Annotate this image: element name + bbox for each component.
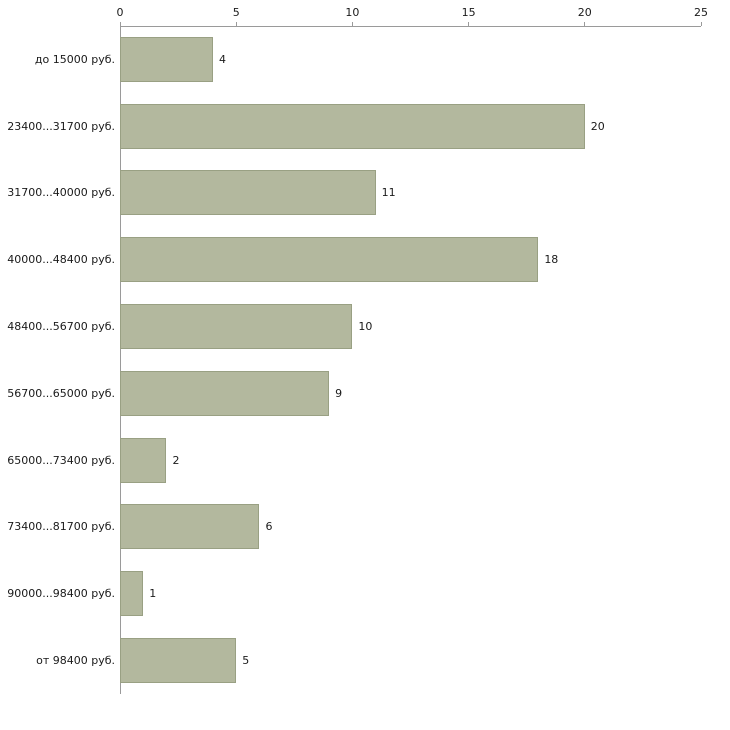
bar-row: 90000...98400 руб. 1	[0, 560, 701, 627]
x-tick-label: 5	[232, 6, 240, 19]
bar	[120, 36, 213, 82]
bar-track: 9	[120, 360, 701, 427]
x-tick-mark	[235, 22, 237, 26]
bar	[120, 170, 376, 216]
bar-row: от 98400 руб. 5	[0, 627, 701, 694]
bar	[120, 437, 167, 483]
bar-row: 48400...56700 руб. 10	[0, 293, 701, 360]
value-label: 9	[335, 386, 343, 400]
value-label: 11	[381, 186, 396, 200]
category-label: 31700...40000 руб.	[7, 186, 115, 200]
category-label: 40000...48400 руб.	[7, 253, 115, 267]
x-axis: 0 5 10 15 20 25	[116, 0, 708, 26]
bar-rows: до 15000 руб. 4 23400...31700 руб. 20 31700.…	[0, 26, 701, 694]
bar	[120, 638, 237, 684]
x-tick-label: 20	[577, 6, 592, 19]
x-tick-label: 25	[694, 6, 708, 19]
bar-row: 65000...73400 руб. 2	[0, 427, 701, 494]
x-tick-mark	[700, 22, 702, 26]
value-label: 4	[218, 52, 226, 66]
bar-track: 6	[120, 494, 701, 561]
bar	[120, 304, 353, 350]
x-tick-mark	[119, 22, 121, 26]
x-tick-label: 0	[116, 6, 124, 19]
bar-row: 31700...40000 руб. 11	[0, 160, 701, 227]
x-tick-mark	[468, 22, 470, 26]
x-tick-mark	[584, 22, 586, 26]
bar-row: 73400...81700 руб. 6	[0, 494, 701, 561]
value-label: 5	[242, 654, 250, 668]
bar	[120, 571, 144, 617]
x-tick-label: 10	[345, 6, 360, 19]
bar-track: 20	[120, 93, 701, 160]
bar-track: 11	[120, 160, 701, 227]
bar-track: 4	[120, 26, 701, 93]
bar-row: 23400...31700 руб. 20	[0, 93, 701, 160]
bar-row: до 15000 руб. 4	[0, 26, 701, 93]
bar-row: 40000...48400 руб. 18	[0, 226, 701, 293]
bar-track: 1	[120, 560, 701, 627]
value-label: 1	[149, 587, 157, 601]
category-label: 90000...98400 руб.	[7, 587, 115, 601]
bar	[120, 103, 585, 149]
category-label: 56700...65000 руб.	[7, 386, 115, 400]
bar	[120, 370, 330, 416]
category-label: до 15000 руб.	[34, 52, 115, 66]
bar-track: 2	[120, 427, 701, 494]
value-label: 18	[544, 253, 559, 267]
category-label: 23400...31700 руб.	[7, 119, 115, 133]
category-label: от 98400 руб.	[36, 654, 115, 668]
bar-track: 5	[120, 627, 701, 694]
bar-track: 10	[120, 293, 701, 360]
bar-row: 56700...65000 руб. 9	[0, 360, 701, 427]
value-label: 20	[590, 119, 605, 133]
category-label: 73400...81700 руб.	[7, 520, 115, 534]
value-label: 10	[358, 320, 373, 334]
bar	[120, 237, 539, 283]
value-label: 6	[265, 520, 273, 534]
value-label: 2	[172, 453, 180, 467]
x-tick-label: 15	[461, 6, 476, 19]
category-label: 48400...56700 руб.	[7, 320, 115, 334]
x-tick-mark	[351, 22, 353, 26]
bar	[120, 504, 260, 550]
bar-track: 18	[120, 226, 701, 293]
category-label: 65000...73400 руб.	[7, 453, 115, 467]
